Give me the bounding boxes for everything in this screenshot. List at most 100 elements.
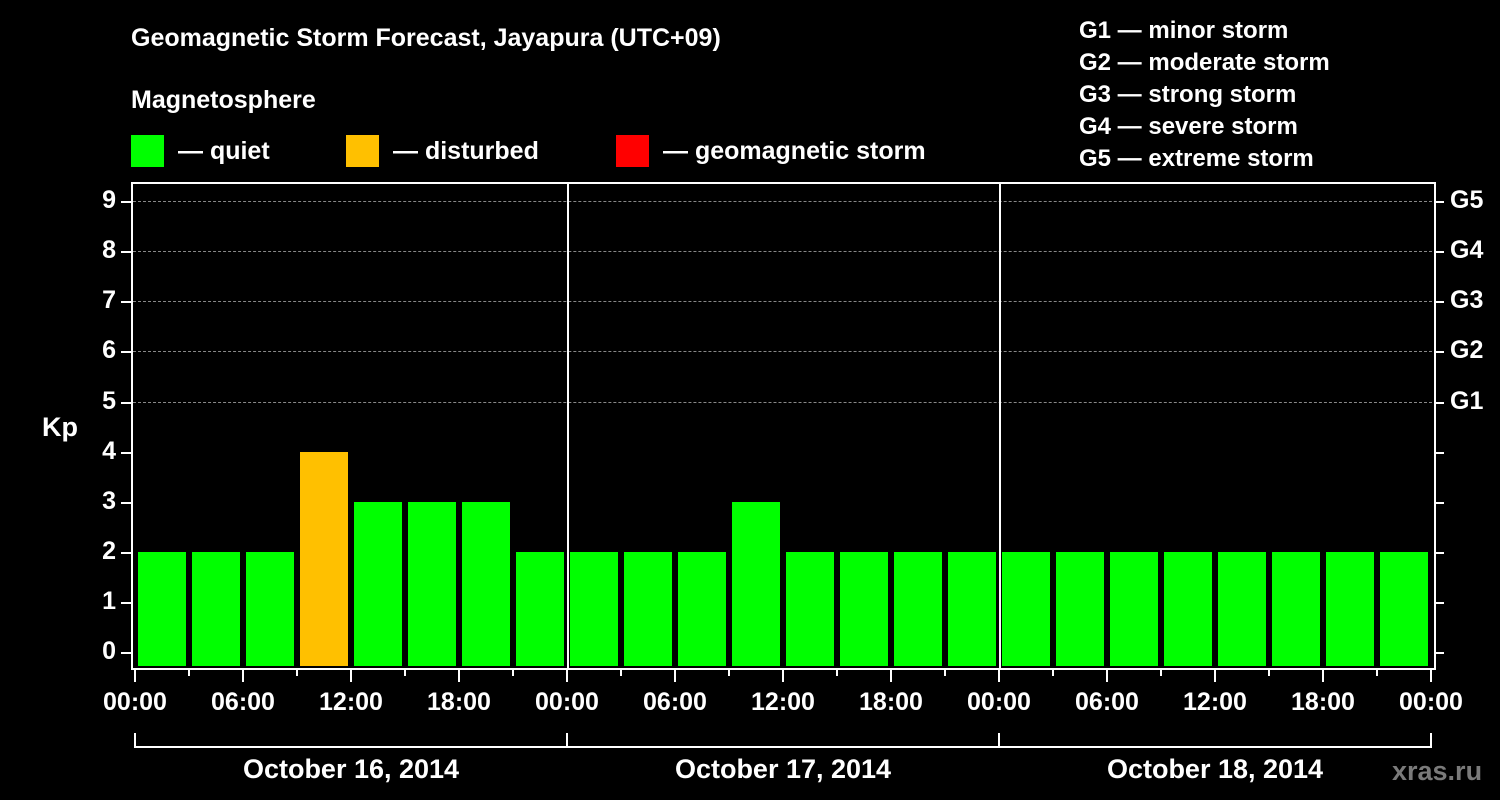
right-tick <box>1434 452 1444 454</box>
kp-bar <box>1380 552 1428 666</box>
x-tick-label: 18:00 <box>427 688 491 716</box>
g-scale-item: G1 — minor storm <box>1079 17 1289 44</box>
day-divider <box>567 182 569 668</box>
kp-bar <box>192 552 240 666</box>
g-scale-legend: G1 — minor storm G2 — moderate storm G3 … <box>1079 15 1330 175</box>
g-scale-item: G4 — severe storm <box>1079 113 1298 140</box>
right-tick <box>1434 502 1444 504</box>
x-tick-label: 12:00 <box>1183 688 1247 716</box>
y-tick-label: 1 <box>102 587 116 615</box>
g-scale-item: G5 — extreme storm <box>1079 145 1314 172</box>
g-level-label: G1 <box>1450 387 1484 415</box>
kp-bar <box>840 552 888 666</box>
y-tick <box>121 502 131 504</box>
y-tick <box>121 602 131 604</box>
legend-quiet: — quiet <box>131 135 270 167</box>
right-tick <box>1434 552 1444 554</box>
x-tick <box>296 668 298 676</box>
kp-bar <box>1272 552 1320 666</box>
y-tick-label: 0 <box>102 637 116 665</box>
y-tick-label: 7 <box>102 286 116 314</box>
right-tick <box>1434 402 1444 404</box>
x-tick-label: 18:00 <box>859 688 923 716</box>
kp-bar <box>1326 552 1374 666</box>
y-tick-label: 9 <box>102 186 116 214</box>
y-tick <box>121 552 131 554</box>
kp-bar <box>408 502 456 666</box>
date-bracket-tick <box>1430 733 1432 747</box>
x-tick <box>242 668 244 682</box>
kp-bar <box>1056 552 1104 666</box>
kp-bar <box>1218 552 1266 666</box>
y-tick <box>121 201 131 203</box>
kp-bar <box>354 502 402 666</box>
x-tick <box>1268 668 1270 676</box>
x-tick-label: 06:00 <box>1075 688 1139 716</box>
x-tick <box>188 668 190 676</box>
chart-subtitle: Magnetosphere <box>131 86 316 114</box>
legend-label: — disturbed <box>393 136 539 165</box>
gridline <box>133 201 1432 202</box>
g-scale-item: G3 — strong storm <box>1079 81 1297 108</box>
legend-label: — quiet <box>178 136 270 165</box>
y-tick-label: 2 <box>102 537 116 565</box>
right-tick <box>1434 201 1444 203</box>
y-tick-label: 6 <box>102 336 116 364</box>
y-tick <box>121 351 131 353</box>
gridline <box>133 301 1432 302</box>
x-tick <box>1376 668 1378 676</box>
x-tick <box>1160 668 1162 676</box>
g-scale-item: G2 — moderate storm <box>1079 49 1330 76</box>
x-tick-label: 00:00 <box>1399 688 1463 716</box>
x-tick <box>350 668 352 682</box>
g-level-label: G5 <box>1450 186 1484 214</box>
y-tick <box>121 452 131 454</box>
x-tick <box>566 668 568 682</box>
date-label: October 16, 2014 <box>242 754 460 784</box>
x-tick <box>836 668 838 676</box>
gridline <box>133 351 1432 352</box>
y-tick <box>121 402 131 404</box>
y-tick <box>121 251 131 253</box>
right-tick <box>1434 251 1444 253</box>
x-tick <box>890 668 892 682</box>
x-tick <box>1214 668 1216 682</box>
day-divider <box>999 182 1001 668</box>
kp-bar <box>786 552 834 666</box>
legend-storm: — geomagnetic storm <box>616 135 926 167</box>
x-tick-label: 00:00 <box>103 688 167 716</box>
g-level-label: G3 <box>1450 286 1484 314</box>
legend-disturbed: — disturbed <box>346 135 539 167</box>
x-tick-label: 12:00 <box>751 688 815 716</box>
x-tick-label: 18:00 <box>1291 688 1355 716</box>
disturbed-swatch-icon <box>346 135 379 167</box>
kp-bar <box>732 502 780 666</box>
x-tick <box>404 668 406 676</box>
legend-label: — geomagnetic storm <box>663 136 926 165</box>
y-tick <box>121 301 131 303</box>
storm-swatch-icon <box>616 135 649 167</box>
kp-bar <box>516 552 564 666</box>
x-tick <box>512 668 514 676</box>
x-tick-label: 00:00 <box>535 688 599 716</box>
x-tick <box>1322 668 1324 682</box>
x-tick-label: 12:00 <box>319 688 383 716</box>
x-tick <box>674 668 676 682</box>
x-tick-label: 06:00 <box>643 688 707 716</box>
date-bracket <box>134 746 1432 748</box>
kp-bar <box>246 552 294 666</box>
date-bracket-tick <box>134 733 136 747</box>
y-axis-label: Kp <box>42 412 78 442</box>
kp-bar <box>948 552 996 666</box>
kp-bar <box>1110 552 1158 666</box>
date-bracket-tick <box>998 733 1000 747</box>
y-tick-label: 3 <box>102 487 116 515</box>
y-tick <box>121 652 131 654</box>
x-tick <box>620 668 622 676</box>
kp-bar <box>1164 552 1212 666</box>
x-tick <box>1052 668 1054 676</box>
y-tick-label: 4 <box>102 437 116 465</box>
x-tick <box>458 668 460 682</box>
x-tick <box>782 668 784 682</box>
x-tick-label: 06:00 <box>211 688 275 716</box>
